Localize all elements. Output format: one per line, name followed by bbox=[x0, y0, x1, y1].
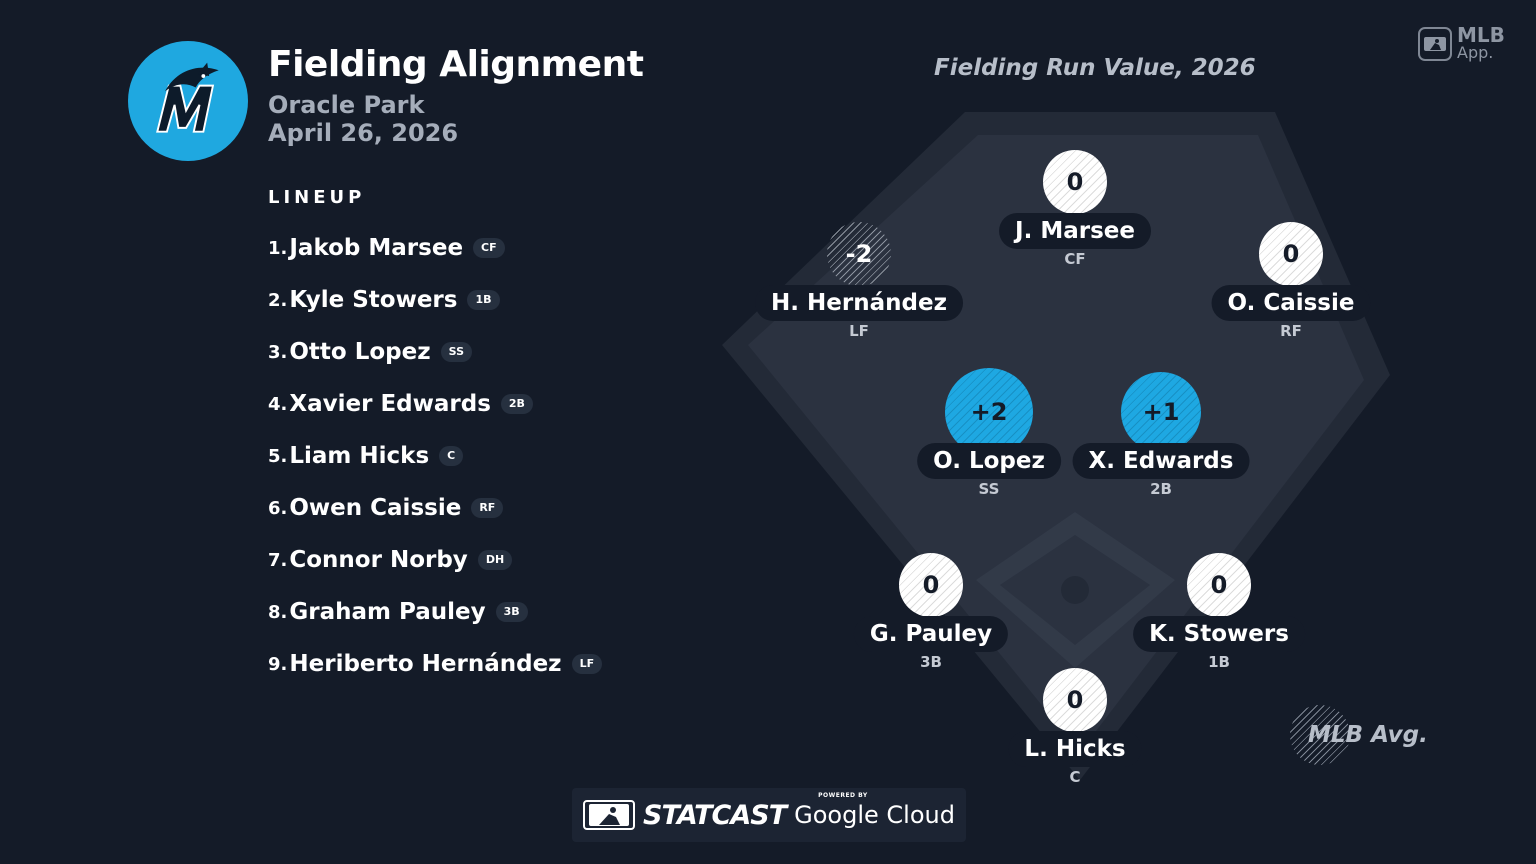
lineup-player-name: Kyle Stowers bbox=[289, 287, 458, 313]
marlins-logo-icon bbox=[156, 62, 219, 133]
lineup-list: 1. Jakob Marsee CF 2. Kyle Stowers 1B 3. Otto… bbox=[268, 222, 603, 690]
value-bubble: 0 bbox=[899, 553, 963, 617]
position-badge: SS bbox=[440, 342, 472, 362]
lineup-player-name: Heriberto Hernández bbox=[289, 651, 562, 677]
position-badge: 2B bbox=[500, 394, 533, 414]
fielder-position: 3B bbox=[920, 653, 942, 671]
fielder-name: X. Edwards bbox=[1072, 443, 1250, 479]
google-cloud-logo: POWERED BY Google Cloud bbox=[794, 792, 955, 829]
fielder-position: 2B bbox=[1150, 480, 1172, 498]
lineup-player-name: Liam Hicks bbox=[289, 443, 430, 469]
fielder-name: G. Pauley bbox=[853, 616, 1009, 652]
fielder-position: LF bbox=[849, 322, 869, 340]
lineup-heading: LINEUP bbox=[268, 187, 366, 208]
lineup-number: 9. bbox=[268, 653, 288, 675]
value-bubble: -2 bbox=[827, 222, 891, 286]
position-badge: LF bbox=[571, 654, 603, 674]
lineup-player-name: Jakob Marsee bbox=[289, 235, 464, 261]
lineup-item: 3. Otto Lopez SS bbox=[268, 326, 602, 378]
position-badge: 1B bbox=[467, 290, 500, 310]
lineup-number: 4. bbox=[268, 393, 288, 415]
position-badge: DH bbox=[477, 550, 513, 570]
fielder-position: CF bbox=[1064, 250, 1086, 268]
fielder-name: O. Caissie bbox=[1211, 285, 1371, 321]
statcast-footer: STATCAST POWERED BY Google Cloud bbox=[572, 788, 966, 842]
position-badge: 3B bbox=[495, 602, 528, 622]
fielder-position: 1B bbox=[1208, 653, 1230, 671]
lineup-item: 5. Liam Hicks C bbox=[268, 430, 602, 482]
lineup-player-name: Otto Lopez bbox=[289, 339, 431, 365]
mlb-app-logo: MLB App. bbox=[1418, 24, 1505, 64]
lineup-item: 9. Heriberto Hernández LF bbox=[268, 638, 603, 690]
fielder-name: H. Hernández bbox=[755, 285, 963, 321]
value-bubble: +2 bbox=[945, 368, 1033, 456]
fielder-name: O. Lopez bbox=[917, 443, 1061, 479]
fielder-name: K. Stowers bbox=[1133, 616, 1305, 652]
lineup-number: 8. bbox=[268, 601, 288, 623]
lineup-item: 8. Graham Pauley 3B bbox=[268, 586, 602, 638]
position-badge: RF bbox=[471, 498, 504, 518]
lineup-player-name: Connor Norby bbox=[289, 547, 468, 573]
lineup-player-name: Graham Pauley bbox=[289, 599, 486, 625]
lineup-number: 3. bbox=[268, 341, 288, 363]
value-bubble: 0 bbox=[1259, 222, 1323, 286]
powered-by-label: POWERED BY bbox=[818, 792, 868, 799]
google-cloud-label: Google Cloud bbox=[794, 801, 955, 829]
lineup-item: 4. Xavier Edwards 2B bbox=[268, 378, 602, 430]
fielder-position: RF bbox=[1280, 322, 1302, 340]
fielder-position: C bbox=[1069, 768, 1081, 786]
position-badge: CF bbox=[473, 238, 505, 258]
value-bubble: 0 bbox=[1043, 668, 1107, 732]
lineup-item: 6. Owen Caissie RF bbox=[268, 482, 602, 534]
mlb-app-line2: App. bbox=[1457, 43, 1494, 62]
mlb-app-line1: MLB bbox=[1457, 23, 1505, 47]
lineup-player-name: Xavier Edwards bbox=[289, 391, 491, 417]
statcast-logo: STATCAST bbox=[643, 799, 787, 831]
mlb-logo-icon bbox=[1418, 27, 1452, 61]
lineup-item: 1. Jakob Marsee CF bbox=[268, 222, 602, 274]
team-logo bbox=[128, 41, 248, 161]
lineup-number: 2. bbox=[268, 289, 288, 311]
page-title: Fielding Alignment bbox=[268, 44, 644, 85]
chart-title: Fielding Run Value, 2026 bbox=[934, 55, 1256, 81]
mlb-logo-icon bbox=[583, 800, 636, 830]
hatch-swatch-icon bbox=[1290, 705, 1350, 765]
lineup-player-name: Owen Caissie bbox=[289, 495, 462, 521]
fielder-position: SS bbox=[978, 480, 1000, 498]
fielder-name: J. Marsee bbox=[999, 213, 1151, 249]
pitchers-mound bbox=[1061, 576, 1089, 604]
value-bubble: 0 bbox=[1043, 150, 1107, 214]
lineup-number: 5. bbox=[268, 445, 288, 467]
fielder-name: L. Hicks bbox=[1008, 731, 1142, 767]
lineup-item: 2. Kyle Stowers 1B bbox=[268, 274, 602, 326]
lineup-number: 7. bbox=[268, 549, 288, 571]
venue-label: Oracle Park bbox=[268, 91, 425, 119]
value-bubble: 0 bbox=[1187, 553, 1251, 617]
legend-mlb-avg: MLB Avg. bbox=[1290, 705, 1428, 765]
date-label: April 26, 2026 bbox=[268, 119, 459, 147]
position-badge: C bbox=[439, 446, 464, 466]
lineup-item: 7. Connor Norby DH bbox=[268, 534, 602, 586]
lineup-number: 6. bbox=[268, 497, 288, 519]
lineup-number: 1. bbox=[268, 237, 288, 259]
legend-label: MLB Avg. bbox=[1308, 722, 1428, 748]
value-bubble: +1 bbox=[1121, 372, 1201, 452]
